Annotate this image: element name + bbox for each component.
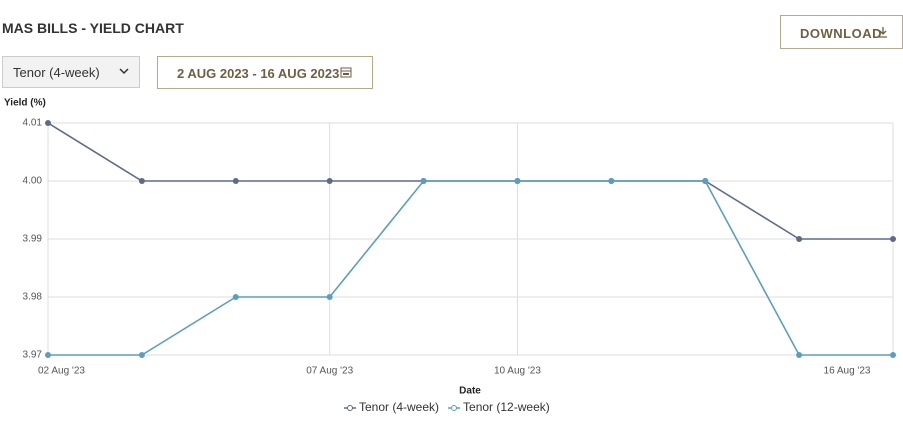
download-icon <box>879 27 887 38</box>
data-point <box>232 294 239 300</box>
legend-marker <box>347 405 353 411</box>
legend-label: Tenor (4-week) <box>359 400 439 414</box>
x-axis-title: Date <box>459 386 481 397</box>
x-tick-label: 02 Aug '23 <box>38 366 85 377</box>
y-axis-title: Yield (%) <box>4 98 46 109</box>
y-tick-label: 4.01 <box>23 118 43 129</box>
calendar-icon <box>340 67 352 78</box>
y-tick-label: 3.97 <box>23 350 43 361</box>
data-point <box>138 178 145 184</box>
download-label: DOWNLOAD <box>800 26 882 41</box>
date-range-button[interactable]: 2 AUG 2023 - 16 AUG 2023 <box>157 56 373 89</box>
x-tick-label: 16 Aug '23 <box>824 366 871 377</box>
data-point <box>326 294 333 300</box>
chart-title: MAS BILLS - YIELD CHART <box>2 20 184 36</box>
y-tick-label: 4.00 <box>23 176 43 187</box>
data-point <box>796 236 803 242</box>
legend-marker <box>451 405 458 411</box>
data-point <box>796 352 803 358</box>
data-point <box>138 352 145 358</box>
data-point <box>45 352 51 358</box>
data-point <box>890 352 896 358</box>
legend-label: Tenor (12-week) <box>463 400 550 414</box>
y-tick-label: 3.99 <box>23 234 43 245</box>
data-point <box>608 178 615 184</box>
tenor-dropdown[interactable]: Tenor (4-week) <box>2 56 140 88</box>
data-point <box>702 178 709 184</box>
y-tick-label: 3.98 <box>23 292 43 303</box>
data-point <box>326 178 333 184</box>
data-point <box>232 178 239 184</box>
data-point <box>45 120 51 126</box>
x-tick-label: 07 Aug '23 <box>306 366 353 377</box>
dropdown-label: Tenor (4-week) <box>13 65 100 80</box>
chevron-icon <box>119 68 129 75</box>
data-point <box>890 236 896 242</box>
date-range-label: 2 AUG 2023 - 16 AUG 2023 <box>177 66 340 81</box>
data-point <box>514 178 521 184</box>
series-line <box>48 180 893 356</box>
x-tick-label: 10 Aug '23 <box>494 366 541 377</box>
data-point <box>420 178 427 184</box>
